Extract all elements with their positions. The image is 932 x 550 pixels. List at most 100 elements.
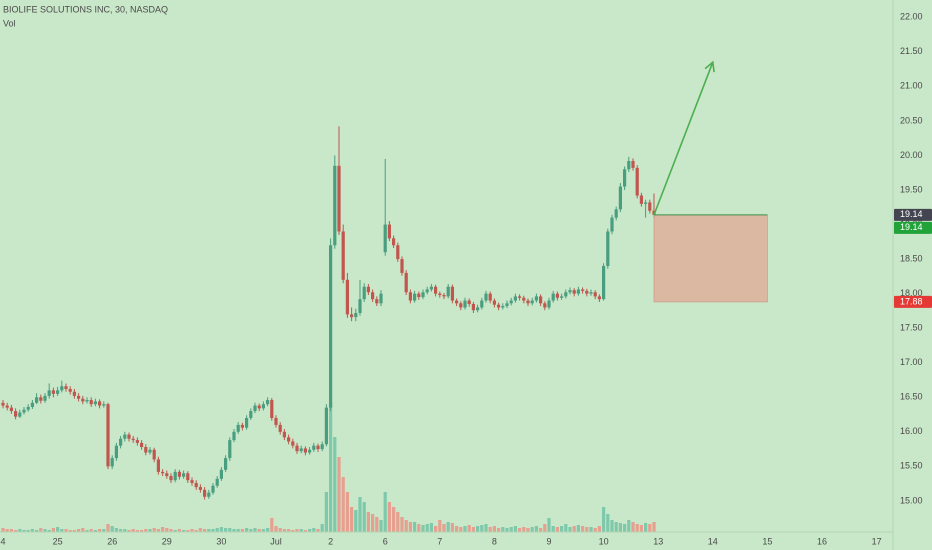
- candle-body: [312, 445, 316, 450]
- volume-bar: [77, 529, 81, 532]
- candle-body: [513, 296, 517, 301]
- candle-body: [89, 400, 93, 405]
- x-tick-label: 9: [546, 536, 551, 546]
- candle-body: [345, 279, 349, 315]
- candle-body: [140, 442, 144, 448]
- volume-bar: [39, 528, 43, 532]
- volume-bar: [509, 527, 513, 532]
- candle-body: [404, 272, 408, 293]
- candle-body: [593, 292, 597, 297]
- volume-bar: [249, 529, 253, 532]
- candle-body: [379, 293, 383, 304]
- candle-body: [287, 437, 291, 442]
- candle-body: [610, 217, 614, 232]
- volume-bar: [47, 530, 51, 532]
- candle-body: [417, 293, 421, 298]
- y-tick-label: 20.50: [900, 115, 923, 125]
- candle-body: [442, 295, 446, 297]
- volume-bar: [303, 530, 307, 532]
- candle-body: [282, 431, 286, 438]
- candle-body: [459, 303, 463, 308]
- candle-body: [47, 390, 51, 396]
- candle-body: [560, 296, 564, 298]
- volume-bar: [387, 502, 391, 532]
- candle-body: [350, 314, 354, 318]
- volume-bar: [446, 522, 450, 532]
- x-tick-label: 29: [162, 536, 172, 546]
- y-tick-label: 21.00: [900, 81, 923, 91]
- volume-bar: [173, 530, 177, 532]
- candle-body: [555, 293, 559, 298]
- y-tick-label: 15.00: [900, 495, 923, 505]
- volume-bar: [106, 524, 110, 532]
- volume-bar: [102, 529, 106, 532]
- volume-bar: [383, 492, 387, 532]
- volume-bar: [119, 529, 123, 532]
- volume-bar: [232, 529, 236, 532]
- candle-body: [413, 293, 417, 301]
- candle-body: [627, 160, 631, 170]
- candle-body: [438, 293, 442, 296]
- volume-bar: [631, 522, 635, 532]
- volume-bar: [404, 520, 408, 532]
- candle-body: [114, 445, 118, 459]
- price-tag: [894, 208, 932, 221]
- volume-bar: [177, 529, 181, 532]
- candle-body: [295, 445, 299, 452]
- candle-body: [589, 292, 593, 294]
- volume-bar: [560, 526, 564, 532]
- y-tick-label: 22.00: [900, 12, 923, 22]
- volume-bar: [358, 497, 362, 532]
- candle-body: [266, 400, 270, 405]
- candle-body: [161, 471, 165, 474]
- candle-body: [98, 401, 102, 406]
- candle-body: [228, 440, 232, 459]
- volume-bar: [501, 527, 505, 532]
- volume-bar: [287, 529, 291, 532]
- volume-bar: [450, 523, 454, 532]
- volume-bar: [644, 523, 648, 532]
- candle-body: [26, 406, 30, 410]
- candle-body: [35, 397, 39, 403]
- volume-bar: [371, 514, 375, 532]
- candle-body: [215, 478, 219, 486]
- volume-bar: [60, 529, 64, 532]
- volume-bar: [526, 528, 530, 532]
- volume-bar: [576, 525, 580, 532]
- volume-bar: [463, 526, 467, 532]
- annotation-layer: [653, 60, 768, 303]
- volume-bar: [35, 530, 39, 532]
- volume-bar: [26, 530, 30, 532]
- candle-body: [253, 405, 257, 412]
- candle-body: [492, 300, 496, 305]
- volume-bar: [539, 528, 543, 532]
- candle-body: [383, 224, 387, 253]
- candle-body: [484, 293, 488, 301]
- volume-bar: [329, 402, 333, 532]
- candle-body: [526, 300, 530, 304]
- volume-bar: [547, 518, 551, 532]
- volume-bar: [597, 526, 601, 532]
- volume-bar: [564, 524, 568, 532]
- volume-bar: [182, 530, 186, 532]
- x-tick-label: 2: [328, 536, 333, 546]
- volume-bar: [354, 510, 358, 532]
- candle-body: [522, 297, 526, 301]
- candle-body: [337, 165, 341, 232]
- candle-body: [480, 300, 484, 308]
- volume-bar: [421, 525, 425, 532]
- volume-bar: [5, 529, 9, 532]
- candle-body: [93, 401, 97, 405]
- candle-body: [564, 292, 568, 297]
- candle-body: [127, 434, 131, 439]
- candle-body: [18, 412, 22, 417]
- candle-body: [207, 492, 211, 497]
- x-tick-label: 16: [817, 536, 827, 546]
- volume-bar: [240, 529, 244, 532]
- volume-bar: [89, 529, 93, 532]
- volume-bar: [572, 526, 576, 532]
- candle-body: [602, 266, 606, 300]
- candle-body: [198, 487, 202, 490]
- candle-body: [257, 405, 261, 409]
